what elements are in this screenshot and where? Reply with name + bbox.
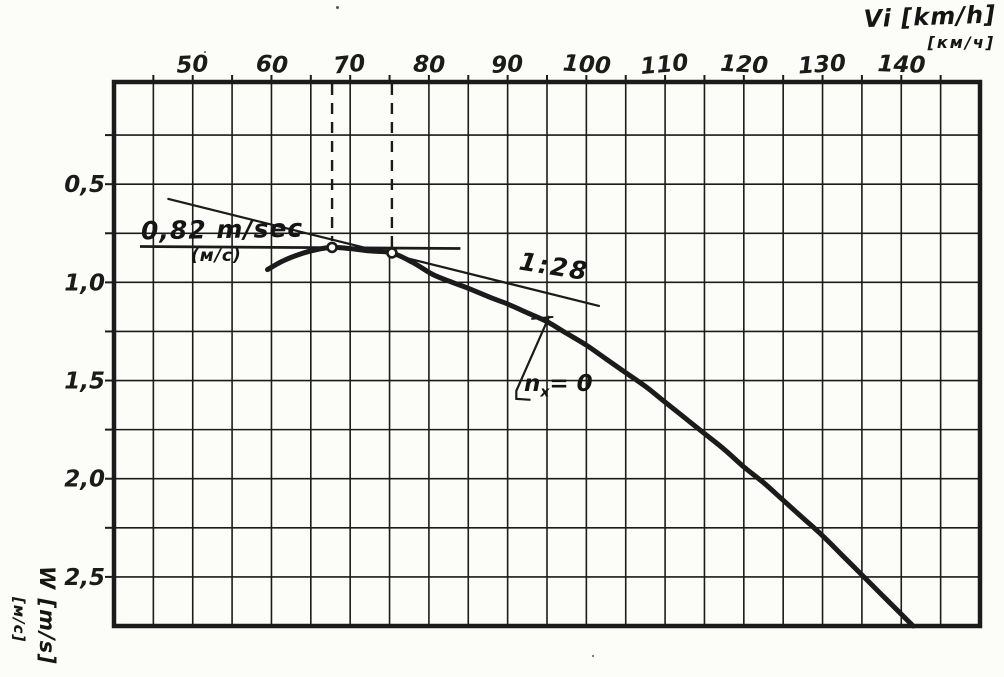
x-tick-label: 140: [877, 51, 926, 79]
paper-speck: [592, 655, 594, 657]
y-axis-title: W [m/s]: [35, 566, 59, 665]
x-tick-label: 90: [491, 51, 524, 79]
y-tick-label: 1,0: [64, 270, 105, 296]
x-tick-label: 70: [332, 50, 367, 79]
y-tick-label: 2,5: [64, 565, 105, 591]
data-point-marker: [386, 247, 398, 259]
zero-overload-tick: [531, 315, 554, 320]
polar-curve: [265, 244, 916, 629]
x-tick-label: 130: [797, 50, 847, 79]
data-point-marker: [326, 241, 338, 254]
x-axis-title-alt: [км/ч]: [927, 33, 995, 52]
min-sink-level-line: [139, 245, 461, 250]
y-tick-label: 2,0: [64, 467, 105, 493]
min-sink-label: 0,82 m/sec: [140, 213, 304, 246]
paper-speck: [204, 51, 206, 53]
x-tick-label: 100: [562, 50, 612, 79]
plot-frame: [111, 79, 983, 629]
min-sink-label-alt: (м/с): [191, 246, 242, 266]
zero-overload-label: nx= 0: [524, 371, 593, 401]
x-axis-title: Vi [km/h]: [863, 0, 997, 34]
zero-overload-value: = 0: [549, 371, 593, 397]
zero-overload-symbol: n: [524, 371, 541, 397]
x-tick-label: 60: [255, 51, 289, 79]
y-axis-title-alt: [м/с]: [10, 597, 28, 643]
x-tick-label: 110: [639, 50, 689, 80]
x-tick-label: 120: [720, 51, 769, 79]
y-tick-label: 1,5: [64, 369, 105, 395]
y-tick-label: 0,5: [64, 172, 105, 198]
x-tick-label: 50: [176, 51, 209, 79]
zero-overload-subscript: x: [540, 384, 550, 401]
zero-overload-leader-line: [515, 315, 551, 401]
paper-speck: [336, 6, 339, 9]
x-tick-label: 80: [413, 51, 446, 78]
